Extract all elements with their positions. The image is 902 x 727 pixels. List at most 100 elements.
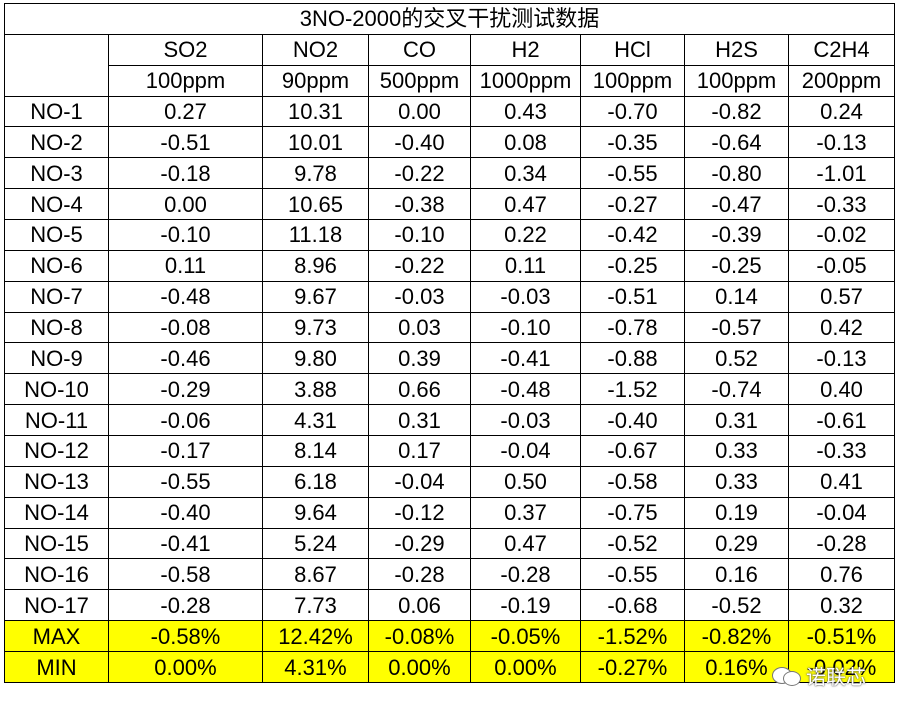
data-cell[interactable]: 9.73: [262, 311, 369, 344]
data-cell[interactable]: 0.33: [684, 435, 789, 467]
data-cell[interactable]: 9.80: [262, 342, 369, 375]
row-label-cell[interactable]: NO-7: [4, 280, 109, 313]
data-cell[interactable]: -0.46: [108, 342, 263, 375]
data-cell[interactable]: -0.88: [580, 342, 685, 375]
concentration-cell[interactable]: 200ppm: [787, 64, 896, 97]
summary-cell[interactable]: 4.31%: [262, 651, 369, 683]
data-cell[interactable]: -0.61: [787, 404, 896, 437]
data-cell[interactable]: 9.67: [262, 280, 369, 313]
data-cell[interactable]: -0.75: [580, 496, 685, 529]
gas-header-cell[interactable]: SO2: [108, 33, 263, 66]
row-label-cell[interactable]: NO-13: [4, 465, 109, 498]
data-cell[interactable]: 0.24: [787, 95, 896, 128]
data-cell[interactable]: -0.29: [368, 527, 471, 560]
data-cell[interactable]: 0.76: [787, 558, 896, 591]
concentration-cell[interactable]: 90ppm: [262, 64, 369, 97]
data-cell[interactable]: -0.82: [684, 95, 789, 128]
data-cell[interactable]: 0.11: [108, 249, 263, 282]
data-cell[interactable]: -0.25: [684, 249, 789, 282]
data-cell[interactable]: 10.65: [262, 188, 369, 221]
data-cell[interactable]: 0.06: [368, 589, 471, 622]
data-cell[interactable]: 0.66: [368, 373, 471, 406]
data-cell[interactable]: -0.40: [108, 496, 263, 529]
gas-header-cell[interactable]: CO: [368, 33, 471, 66]
data-cell[interactable]: 0.47: [470, 527, 581, 560]
row-label-cell[interactable]: NO-9: [4, 342, 109, 375]
data-cell[interactable]: 0.33: [684, 465, 789, 498]
data-cell[interactable]: 0.39: [368, 342, 471, 375]
data-cell[interactable]: 0.16: [684, 558, 789, 591]
summary-cell[interactable]: -0.05%: [470, 620, 581, 653]
data-cell[interactable]: 0.31: [368, 404, 471, 437]
row-label-cell[interactable]: NO-1: [4, 95, 109, 128]
data-cell[interactable]: 5.24: [262, 527, 369, 560]
summary-cell[interactable]: -0.58%: [108, 620, 263, 653]
data-cell[interactable]: -0.70: [580, 95, 685, 128]
row-label-cell[interactable]: NO-12: [4, 435, 109, 467]
data-cell[interactable]: -0.55: [108, 465, 263, 498]
row-label-cell[interactable]: NO-3: [4, 157, 109, 190]
data-cell[interactable]: 8.67: [262, 558, 369, 591]
summary-cell[interactable]: -0.51%: [787, 620, 896, 653]
data-cell[interactable]: -0.55: [580, 558, 685, 591]
data-cell[interactable]: -0.28: [470, 558, 581, 591]
data-cell[interactable]: 9.64: [262, 496, 369, 529]
data-cell[interactable]: -0.10: [470, 311, 581, 344]
row-label-cell[interactable]: NO-14: [4, 496, 109, 529]
table-title[interactable]: 3NO-2000的交叉干扰测试数据: [3, 3, 896, 35]
data-cell[interactable]: 0.34: [470, 157, 581, 190]
summary-cell[interactable]: -0.82%: [684, 620, 789, 653]
data-cell[interactable]: -0.57: [684, 311, 789, 344]
data-cell[interactable]: 0.08: [470, 126, 581, 159]
data-cell[interactable]: 0.50: [470, 465, 581, 498]
data-cell[interactable]: 7.73: [262, 589, 369, 622]
data-cell[interactable]: -0.51: [108, 126, 263, 159]
gas-header-cell[interactable]: HCl: [580, 33, 685, 66]
data-cell[interactable]: -0.28: [108, 589, 263, 622]
data-cell[interactable]: -0.08: [108, 311, 263, 344]
data-cell[interactable]: -0.05: [787, 249, 896, 282]
data-cell[interactable]: 0.27: [108, 95, 263, 128]
data-cell[interactable]: -0.48: [470, 373, 581, 406]
gas-header-cell[interactable]: NO2: [262, 33, 369, 66]
data-cell[interactable]: 0.32: [787, 589, 896, 622]
row-label-cell[interactable]: NO-8: [4, 311, 109, 344]
concentration-cell[interactable]: 100ppm: [684, 64, 789, 97]
summary-cell[interactable]: -0.02%: [787, 651, 896, 683]
data-cell[interactable]: 0.37: [470, 496, 581, 529]
data-cell[interactable]: -0.41: [470, 342, 581, 375]
data-cell[interactable]: -1.52: [580, 373, 685, 406]
data-cell[interactable]: 0.03: [368, 311, 471, 344]
row-label-cell[interactable]: NO-15: [4, 527, 109, 560]
data-cell[interactable]: -0.06: [108, 404, 263, 437]
summary-label-cell[interactable]: MAX: [4, 620, 109, 653]
summary-cell[interactable]: 0.00%: [108, 651, 263, 683]
row-label-cell[interactable]: NO-16: [4, 558, 109, 591]
data-cell[interactable]: -1.01: [787, 157, 896, 190]
data-cell[interactable]: -0.03: [470, 280, 581, 313]
summary-cell[interactable]: 0.00%: [470, 651, 581, 683]
data-cell[interactable]: 0.11: [470, 249, 581, 282]
data-cell[interactable]: -0.58: [108, 558, 263, 591]
data-cell[interactable]: -0.22: [368, 157, 471, 190]
data-cell[interactable]: 0.17: [368, 435, 471, 467]
data-cell[interactable]: -0.13: [787, 126, 896, 159]
summary-cell[interactable]: 12.42%: [262, 620, 369, 653]
data-cell[interactable]: -0.33: [787, 188, 896, 221]
data-cell[interactable]: -0.27: [580, 188, 685, 221]
data-cell[interactable]: -0.67: [580, 435, 685, 467]
data-cell[interactable]: 10.01: [262, 126, 369, 159]
data-cell[interactable]: 0.52: [684, 342, 789, 375]
data-cell[interactable]: -0.02: [787, 219, 896, 251]
data-cell[interactable]: 0.00: [368, 95, 471, 128]
corner-cell[interactable]: [4, 33, 109, 97]
data-cell[interactable]: -0.48: [108, 280, 263, 313]
data-cell[interactable]: 6.18: [262, 465, 369, 498]
data-cell[interactable]: -0.78: [580, 311, 685, 344]
data-cell[interactable]: -0.28: [368, 558, 471, 591]
data-cell[interactable]: -0.19: [470, 589, 581, 622]
data-cell[interactable]: 4.31: [262, 404, 369, 437]
data-cell[interactable]: -0.55: [580, 157, 685, 190]
data-cell[interactable]: 0.19: [684, 496, 789, 529]
data-cell[interactable]: -0.51: [580, 280, 685, 313]
